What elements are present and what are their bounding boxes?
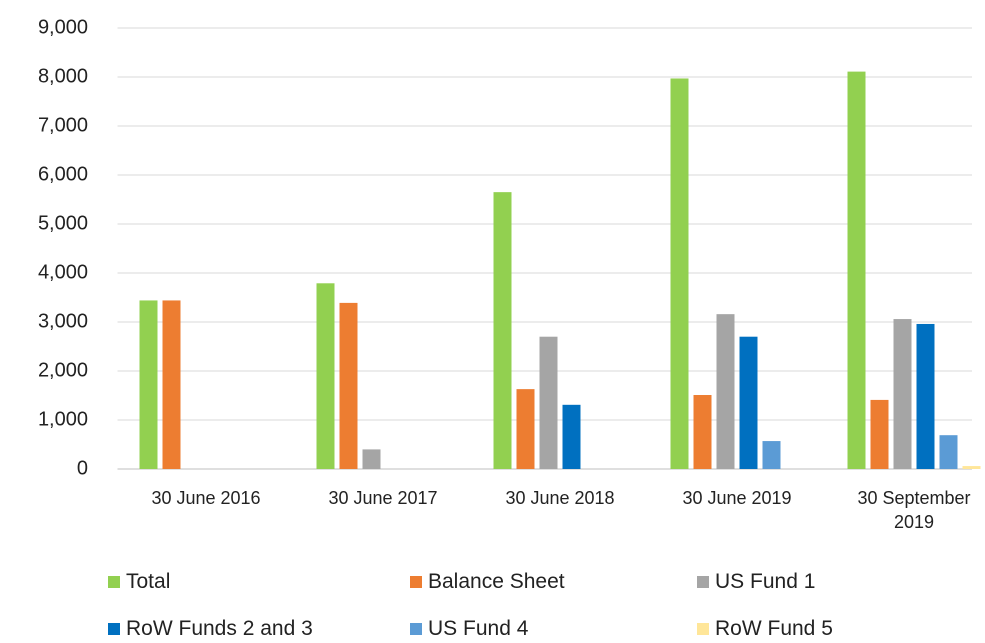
y-tick-label: 9,000 <box>38 16 88 38</box>
bar <box>716 314 735 469</box>
legend-entry: Total <box>108 570 170 594</box>
bar <box>562 404 581 469</box>
legend-swatch <box>108 576 120 588</box>
legend-entry: US Fund 1 <box>697 570 815 594</box>
bar <box>162 300 181 469</box>
bar <box>539 336 558 469</box>
bar <box>493 192 512 469</box>
bar <box>870 399 889 469</box>
legend-swatch <box>410 576 422 588</box>
legend-label: Total <box>126 570 171 593</box>
bar <box>962 466 981 469</box>
bar <box>139 300 158 469</box>
bar <box>362 449 381 469</box>
bar <box>670 78 689 469</box>
y-tick-label: 0 <box>77 457 88 479</box>
legend-label: RoW Funds 2 and 3 <box>126 617 313 640</box>
bar <box>939 435 958 469</box>
legend-swatch <box>108 623 120 635</box>
x-tick-label: 30 June 2016 <box>151 488 261 508</box>
legend-entry: US Fund 4 <box>410 617 528 641</box>
bar <box>847 71 866 470</box>
bar <box>339 302 358 469</box>
bar <box>916 323 935 469</box>
legend-label: Balance Sheet <box>428 570 565 593</box>
legend-swatch <box>697 576 709 588</box>
legend-label: US Fund 4 <box>428 617 529 640</box>
legend-swatch <box>410 623 422 635</box>
bar <box>516 389 535 469</box>
legend-label: US Fund 1 <box>715 570 816 593</box>
x-tick-label: 30 June 2018 <box>505 488 615 508</box>
bar <box>762 441 781 469</box>
y-tick-label: 3,000 <box>38 310 88 332</box>
bar <box>739 336 758 469</box>
y-tick-label: 8,000 <box>38 65 88 87</box>
legend-entry: RoW Fund 5 <box>697 617 833 641</box>
legend-label: RoW Fund 5 <box>715 617 833 640</box>
y-tick-label: 1,000 <box>38 408 88 430</box>
x-tick-label: 30 September 2019 <box>857 488 971 532</box>
bar <box>316 283 335 469</box>
y-tick-label: 7,000 <box>38 114 88 136</box>
bar <box>693 395 712 469</box>
y-tick-label: 2,000 <box>38 359 88 381</box>
legend-entry: RoW Funds 2 and 3 <box>108 617 313 641</box>
y-tick-label: 6,000 <box>38 163 88 185</box>
x-tick-label: 30 June 2019 <box>682 488 792 508</box>
bar <box>893 319 912 469</box>
y-tick-label: 5,000 <box>38 212 88 234</box>
y-tick-label: 4,000 <box>38 261 88 283</box>
legend-entry: Balance Sheet <box>410 570 565 594</box>
x-tick-label: 30 June 2017 <box>328 488 438 508</box>
legend-swatch <box>697 623 709 635</box>
